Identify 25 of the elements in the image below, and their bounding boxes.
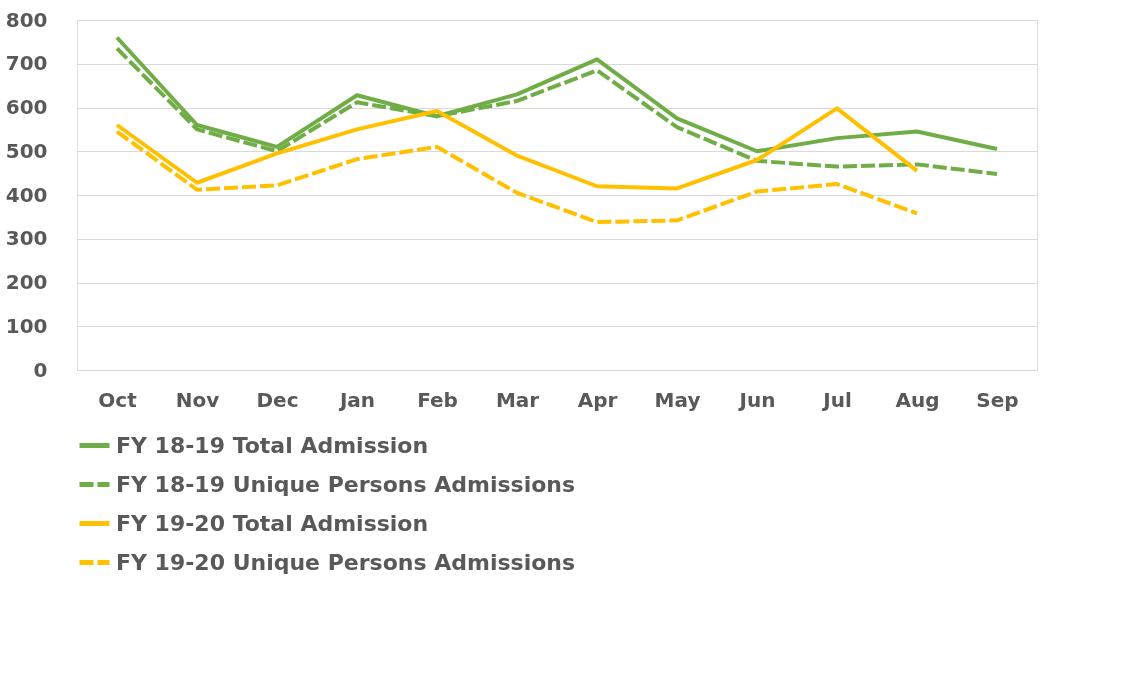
x-tick-label: Mar: [495, 387, 540, 412]
x-tick-label: Jun: [737, 387, 776, 412]
x-tick-label: Apr: [577, 387, 618, 412]
y-tick-label: 500: [5, 138, 48, 163]
legend-label: FY 19-20 Total Admission: [116, 510, 429, 536]
x-tick-label: Jan: [337, 387, 376, 412]
x-tick-label: May: [654, 387, 701, 412]
x-tick-label: Oct: [98, 387, 138, 412]
x-tick-label: Sep: [976, 387, 1019, 412]
x-tick-label: Aug: [895, 387, 940, 412]
x-tick-label: Nov: [175, 387, 220, 412]
y-tick-label: 800: [5, 7, 48, 32]
y-tick-label: 100: [5, 313, 48, 338]
y-tick-label: 0: [33, 357, 48, 382]
legend-label: FY 19-20 Unique Persons Admissions: [116, 549, 576, 575]
y-tick-label: 600: [5, 95, 48, 119]
x-tick-label: Jul: [821, 387, 852, 412]
x-tick-label: Dec: [256, 387, 299, 412]
y-tick-label: 300: [5, 226, 48, 251]
y-tick-label: 700: [5, 51, 48, 76]
legend-label: FY 18-19 Total Admission: [116, 432, 429, 458]
legend-label: FY 18-19 Unique Persons Admissions: [116, 471, 576, 497]
x-tick-label: Feb: [417, 387, 458, 412]
y-tick-label: 200: [5, 270, 48, 294]
y-tick-label: 400: [5, 182, 48, 207]
